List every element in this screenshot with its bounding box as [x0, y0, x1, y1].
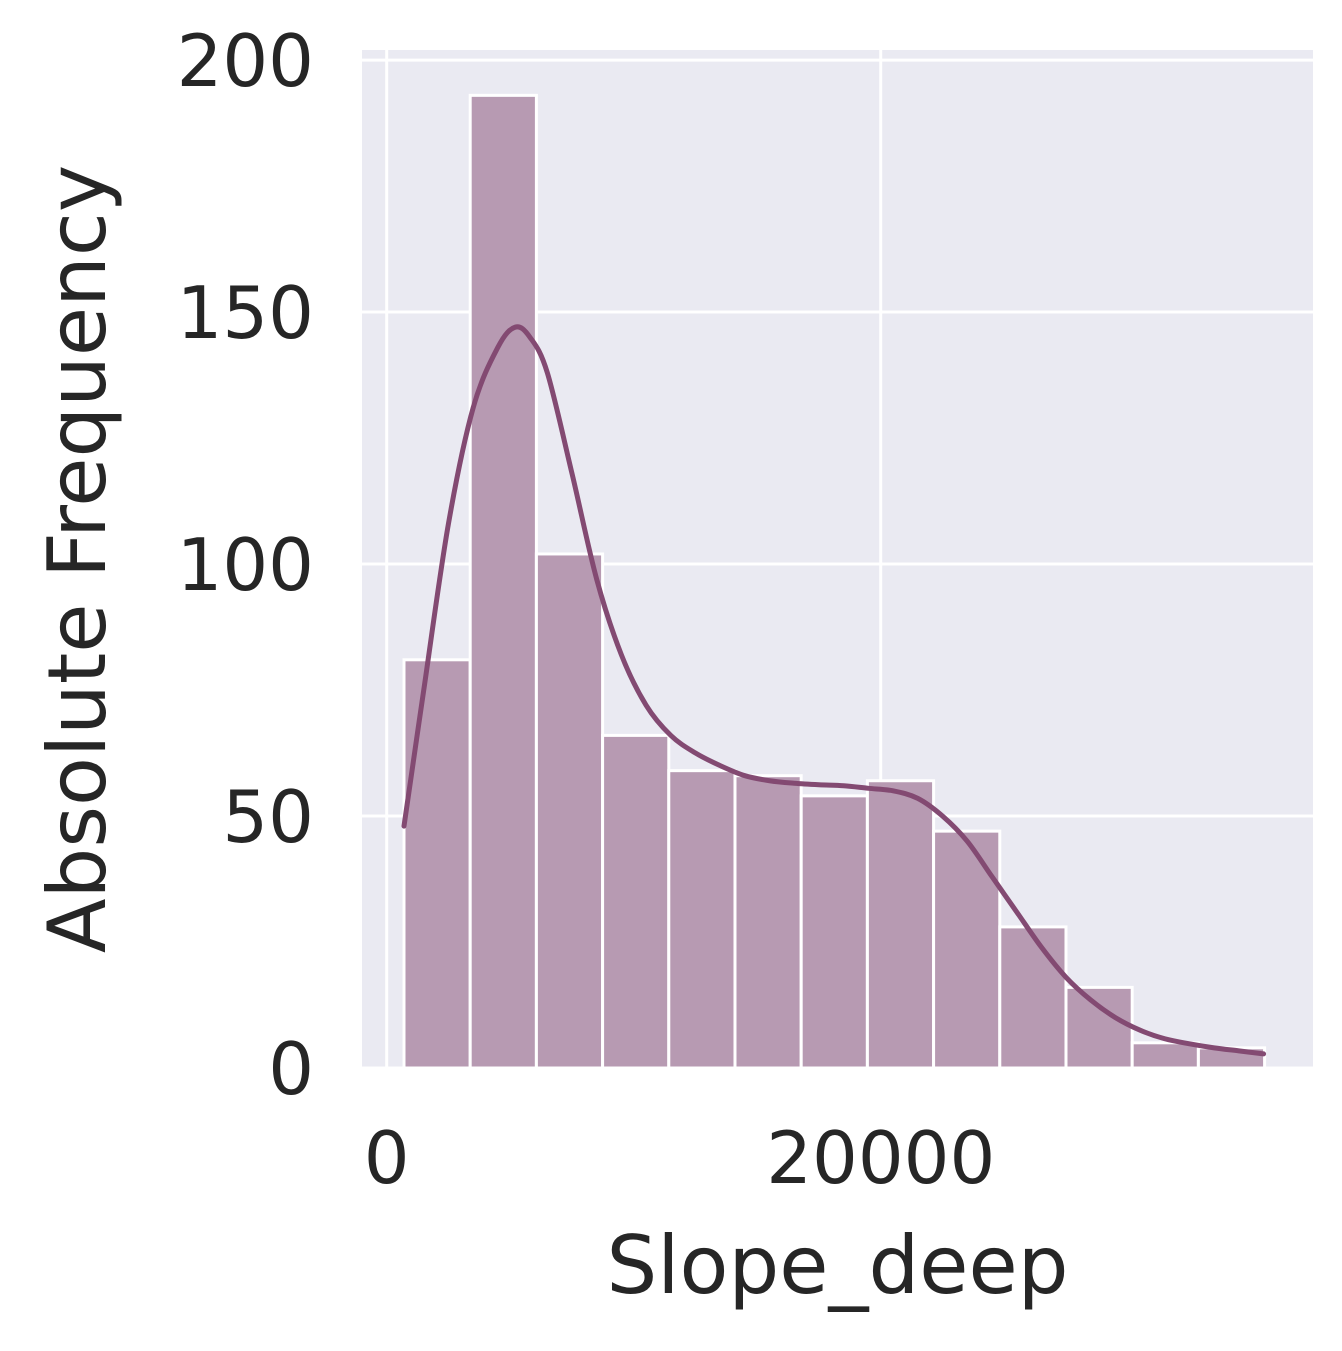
histogram-bar: [932, 829, 1002, 1070]
x-axis-label: Slope_deep: [607, 1219, 1069, 1312]
x-tick-label: 0: [364, 1116, 410, 1200]
histogram-bar: [1064, 985, 1134, 1070]
histogram-bar: [1130, 1041, 1200, 1070]
y-tick-label: 0: [268, 1027, 314, 1111]
histogram-bar: [998, 925, 1068, 1070]
histogram-bar: [534, 552, 605, 1070]
y-tick-label: 200: [177, 19, 314, 103]
histogram-bar: [667, 769, 737, 1070]
x-tick-label: 20000: [766, 1116, 995, 1200]
y-tick-label: 50: [222, 775, 314, 859]
y-tick-label: 150: [177, 271, 314, 355]
histogram-bar: [865, 779, 936, 1070]
histogram-bar: [468, 93, 538, 1070]
y-tick-labels: 0 50 100 150 200: [177, 19, 314, 1111]
y-axis-label: Absolute Frequency: [31, 165, 124, 953]
histogram-bar: [601, 733, 671, 1070]
histogram-bar: [402, 658, 472, 1070]
histogram-bar: [799, 794, 869, 1070]
y-tick-label: 100: [177, 523, 314, 607]
histogram-bar: [733, 774, 803, 1070]
kde-curve: [401, 324, 1267, 1057]
x-tick-labels: 0 20000: [364, 1116, 995, 1200]
